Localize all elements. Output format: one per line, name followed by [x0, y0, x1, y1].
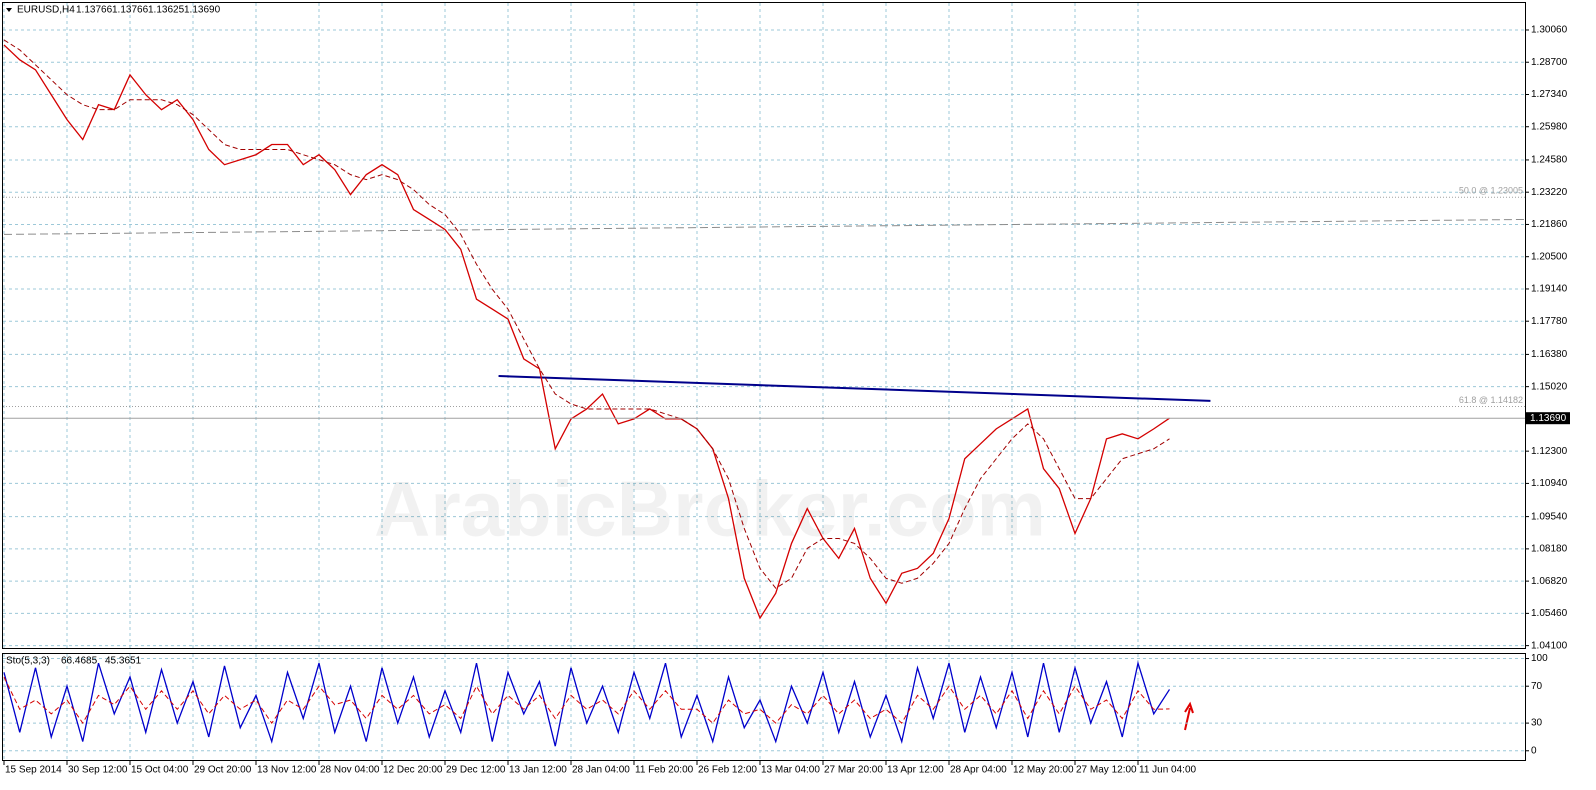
price-panel: [2, 2, 1526, 649]
y-tick-label: 70: [1531, 681, 1543, 692]
arrow: [1184, 701, 1194, 731]
x-tick-label: 28 Nov 04:00: [320, 765, 380, 776]
panel-title: EURUSD,H4: [17, 5, 75, 16]
y-tick-label: 1.15020: [1531, 381, 1568, 392]
menu-triangle: [6, 8, 12, 12]
trend-line: [498, 374, 1211, 402]
fibo-label: 50.0 @ 1.23005: [1459, 186, 1523, 196]
ohlc-value: 1.13766: [112, 5, 149, 16]
x-tick-label: 29 Oct 20:00: [194, 765, 252, 776]
y-tick-label: 1.28700: [1531, 57, 1568, 68]
y-tick-label: 1.20500: [1531, 251, 1568, 262]
x-tick-label: 27 Mar 20:00: [824, 765, 883, 776]
x-tick-label: 13 Nov 12:00: [257, 765, 317, 776]
y-tick-label: 1.17780: [1531, 316, 1568, 327]
x-tick-label: 29 Dec 12:00: [446, 765, 506, 776]
y-tick-label: 0: [1531, 745, 1537, 756]
y-tick-label: 1.24580: [1531, 155, 1568, 166]
x-tick-label: 30 Sep 12:00: [68, 765, 128, 776]
x-tick-label: 28 Jan 04:00: [572, 765, 630, 776]
y-tick-label: 100: [1531, 653, 1548, 664]
y-tick-label: 1.23220: [1531, 187, 1568, 198]
y-tick-label: 1.12300: [1531, 446, 1568, 457]
x-tick-label: 27 May 12:00: [1076, 765, 1137, 776]
last-price-label: 1.13690: [1530, 413, 1567, 424]
trend-line: [3, 218, 1526, 235]
indicator-reading: 45.3651: [105, 656, 142, 667]
indicator-reading: 66.4685: [61, 656, 98, 667]
x-tick-label: 15 Sep 2014: [5, 765, 62, 776]
x-tick-label: 28 Apr 04:00: [950, 765, 1007, 776]
series-line: [3, 676, 1170, 725]
y-tick-label: 1.09540: [1531, 511, 1568, 522]
panel-title: Sto(5,3,3): [6, 656, 50, 667]
y-tick-label: 1.27340: [1531, 89, 1568, 100]
y-tick-label: 1.06820: [1531, 576, 1568, 587]
y-tick-label: 1.21860: [1531, 219, 1568, 230]
x-tick-label: 11 Feb 20:00: [635, 765, 694, 776]
x-tick-label: 13 Apr 12:00: [887, 765, 944, 776]
y-tick-label: 1.04100: [1531, 640, 1568, 651]
last-price-box: [1526, 412, 1570, 425]
x-tick-label: 13 Jan 12:00: [509, 765, 567, 776]
y-tick-label: 1.08180: [1531, 544, 1568, 555]
y-tick-label: 30: [1531, 718, 1543, 729]
x-tick-label: 15 Oct 04:00: [131, 765, 189, 776]
ohlc-value: 1.13625: [148, 5, 185, 16]
y-tick-label: 1.05460: [1531, 608, 1568, 619]
y-tick-label: 1.16380: [1531, 349, 1568, 360]
y-tick-label: 1.30060: [1531, 25, 1568, 36]
x-tick-label: 12 May 20:00: [1013, 765, 1074, 776]
y-tick-label: 1.10940: [1531, 478, 1568, 489]
y-tick-label: 1.25980: [1531, 121, 1568, 132]
fibo-label: 61.8 @ 1.14182: [1459, 395, 1523, 405]
series-line: [3, 39, 1170, 589]
x-tick-label: 13 Mar 04:00: [761, 765, 820, 776]
x-tick-label: 11 Jun 04:00: [1139, 765, 1197, 776]
series-line: [3, 44, 1170, 620]
ohlc-value: 1.13690: [184, 5, 221, 16]
y-tick-label: 1.19140: [1531, 284, 1568, 295]
watermark: ArabicBroker.com: [374, 465, 1046, 553]
x-tick-label: 12 Dec 20:00: [383, 765, 443, 776]
stochastic-panel: [2, 653, 1526, 761]
series-line: [3, 660, 1171, 747]
ohlc-value: 1.13766: [76, 5, 113, 16]
x-tick-label: 26 Feb 12:00: [698, 765, 757, 776]
